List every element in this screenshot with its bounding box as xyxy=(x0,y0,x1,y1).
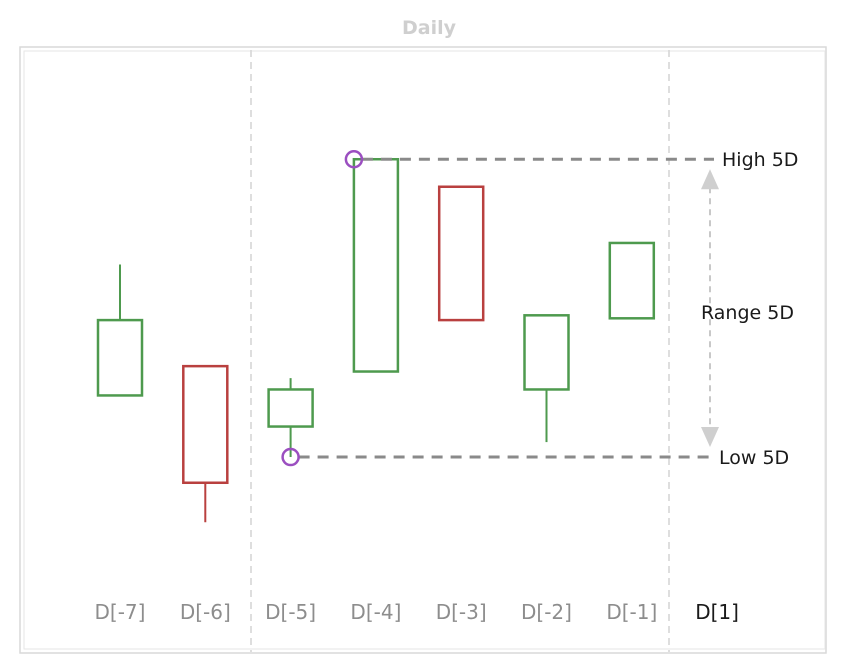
x-tick-label-3: D[-5] xyxy=(265,600,316,624)
frame-inner xyxy=(23,50,826,650)
low-5d-marker xyxy=(281,447,300,467)
x-tick-label-4: D[-4] xyxy=(350,600,401,624)
candle-body-3 xyxy=(267,388,314,428)
x-tick-label-2: D[-6] xyxy=(180,600,231,624)
high-5d-label: High 5D xyxy=(722,149,798,171)
range-arrow-head-down xyxy=(701,427,719,448)
candle-body-2 xyxy=(182,364,229,485)
chart-frame xyxy=(19,46,827,654)
candles-group xyxy=(96,157,656,523)
candle-body-7 xyxy=(608,241,656,320)
range-arrow xyxy=(701,169,719,448)
x-tick-label-7: D[-1] xyxy=(606,600,657,624)
candle-body-4 xyxy=(352,157,400,373)
x-tick-label-6: D[-2] xyxy=(521,600,572,624)
x-tick-label-8: D[1] xyxy=(695,600,739,624)
range-arrow-head-up xyxy=(701,169,719,190)
candle-body-1 xyxy=(96,318,144,397)
candle-body-5 xyxy=(437,185,485,322)
range-5d-label: Range 5D xyxy=(701,302,794,324)
x-tick-label-1: D[-7] xyxy=(95,600,146,624)
chart-title: Daily xyxy=(402,17,457,39)
x-axis-tick-labels: D[-7] D[-6] D[-5] D[-4] D[-3] D[-2] D[-1] D[1] xyxy=(95,600,739,624)
x-tick-label-5: D[-3] xyxy=(436,600,487,624)
candle-body-6 xyxy=(523,314,570,391)
low-5d-label: Low 5D xyxy=(719,447,789,469)
frame-outer xyxy=(19,46,827,654)
high-5d-marker xyxy=(344,149,364,169)
